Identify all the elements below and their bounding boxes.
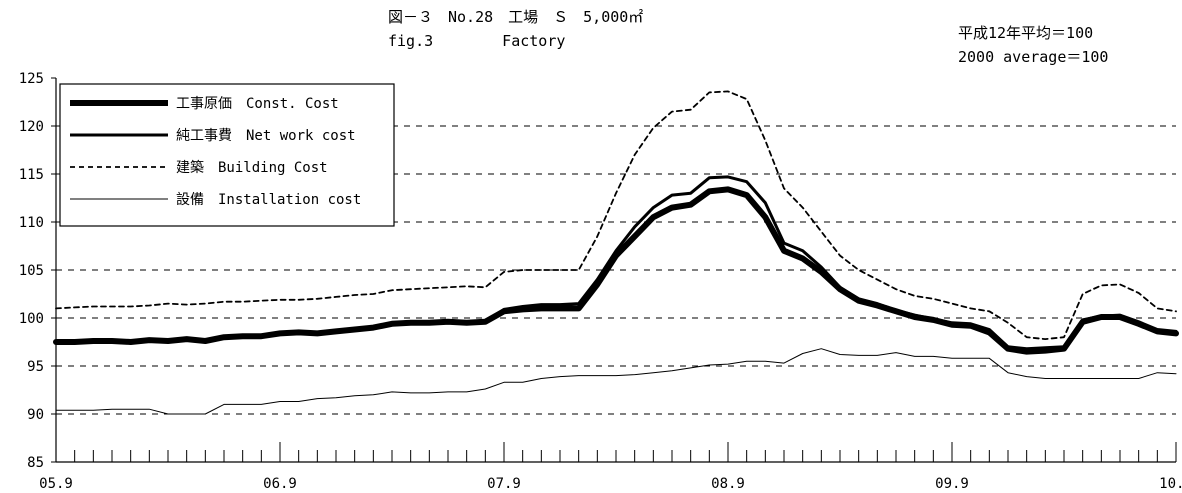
legend-box: [59, 83, 395, 227]
base-note-en: 2000 average＝100: [958, 48, 1108, 66]
y-tick-label-115: 115: [19, 167, 44, 183]
y-tick-label-110: 110: [19, 215, 44, 231]
legend-label-thin: 設備 Installation cost: [176, 192, 361, 208]
y-tick-label-100: 100: [19, 311, 44, 327]
series-line-thin: [55, 348, 1177, 415]
series-lines: [53, 90, 1179, 415]
y-tick-label-105: 105: [19, 263, 44, 279]
legend: 工事原価 Const. Cost 純工事費 Net work cost 建築 Bui…: [59, 83, 395, 227]
legend-label-thick: 工事原価 Const. Cost: [176, 96, 339, 112]
legend-label-dashed: 建築 Building Cost: [176, 160, 328, 176]
x-tick-label-06.9: 06.9: [263, 476, 297, 492]
y-tick-label-120: 120: [19, 119, 44, 135]
base-note-jp: 平成12年平均＝100: [958, 24, 1093, 42]
y-tick-label-85: 85: [27, 455, 44, 471]
axes: [51, 77, 1177, 463]
x-tick-label-05.9: 05.9: [39, 476, 73, 492]
x-tick-label-08.9: 08.9: [711, 476, 745, 492]
chart-subtitle: fig.3 Factory: [388, 32, 565, 50]
chart-title: 図－３ No.28 工場 Ｓ 5,000㎡: [388, 8, 643, 26]
series-line-medium: [54, 175, 1178, 351]
series-line-dashed: [55, 90, 1177, 341]
tick-labels: 85 90 95 100 105 110 115 120 125 05.9 06.9 07.9 08.9…: [19, 71, 1182, 492]
x-tick-label-09.9: 09.9: [935, 476, 969, 492]
y-tick-label-125: 125: [19, 71, 44, 87]
x-tick-label-07.9: 07.9: [487, 476, 521, 492]
legend-label-medium: 純工事費 Net work cost: [176, 128, 356, 144]
y-tick-label-90: 90: [27, 407, 44, 423]
y-tick-label-95: 95: [27, 359, 44, 375]
x-tick-label-10.9: 10.9: [1159, 476, 1182, 492]
